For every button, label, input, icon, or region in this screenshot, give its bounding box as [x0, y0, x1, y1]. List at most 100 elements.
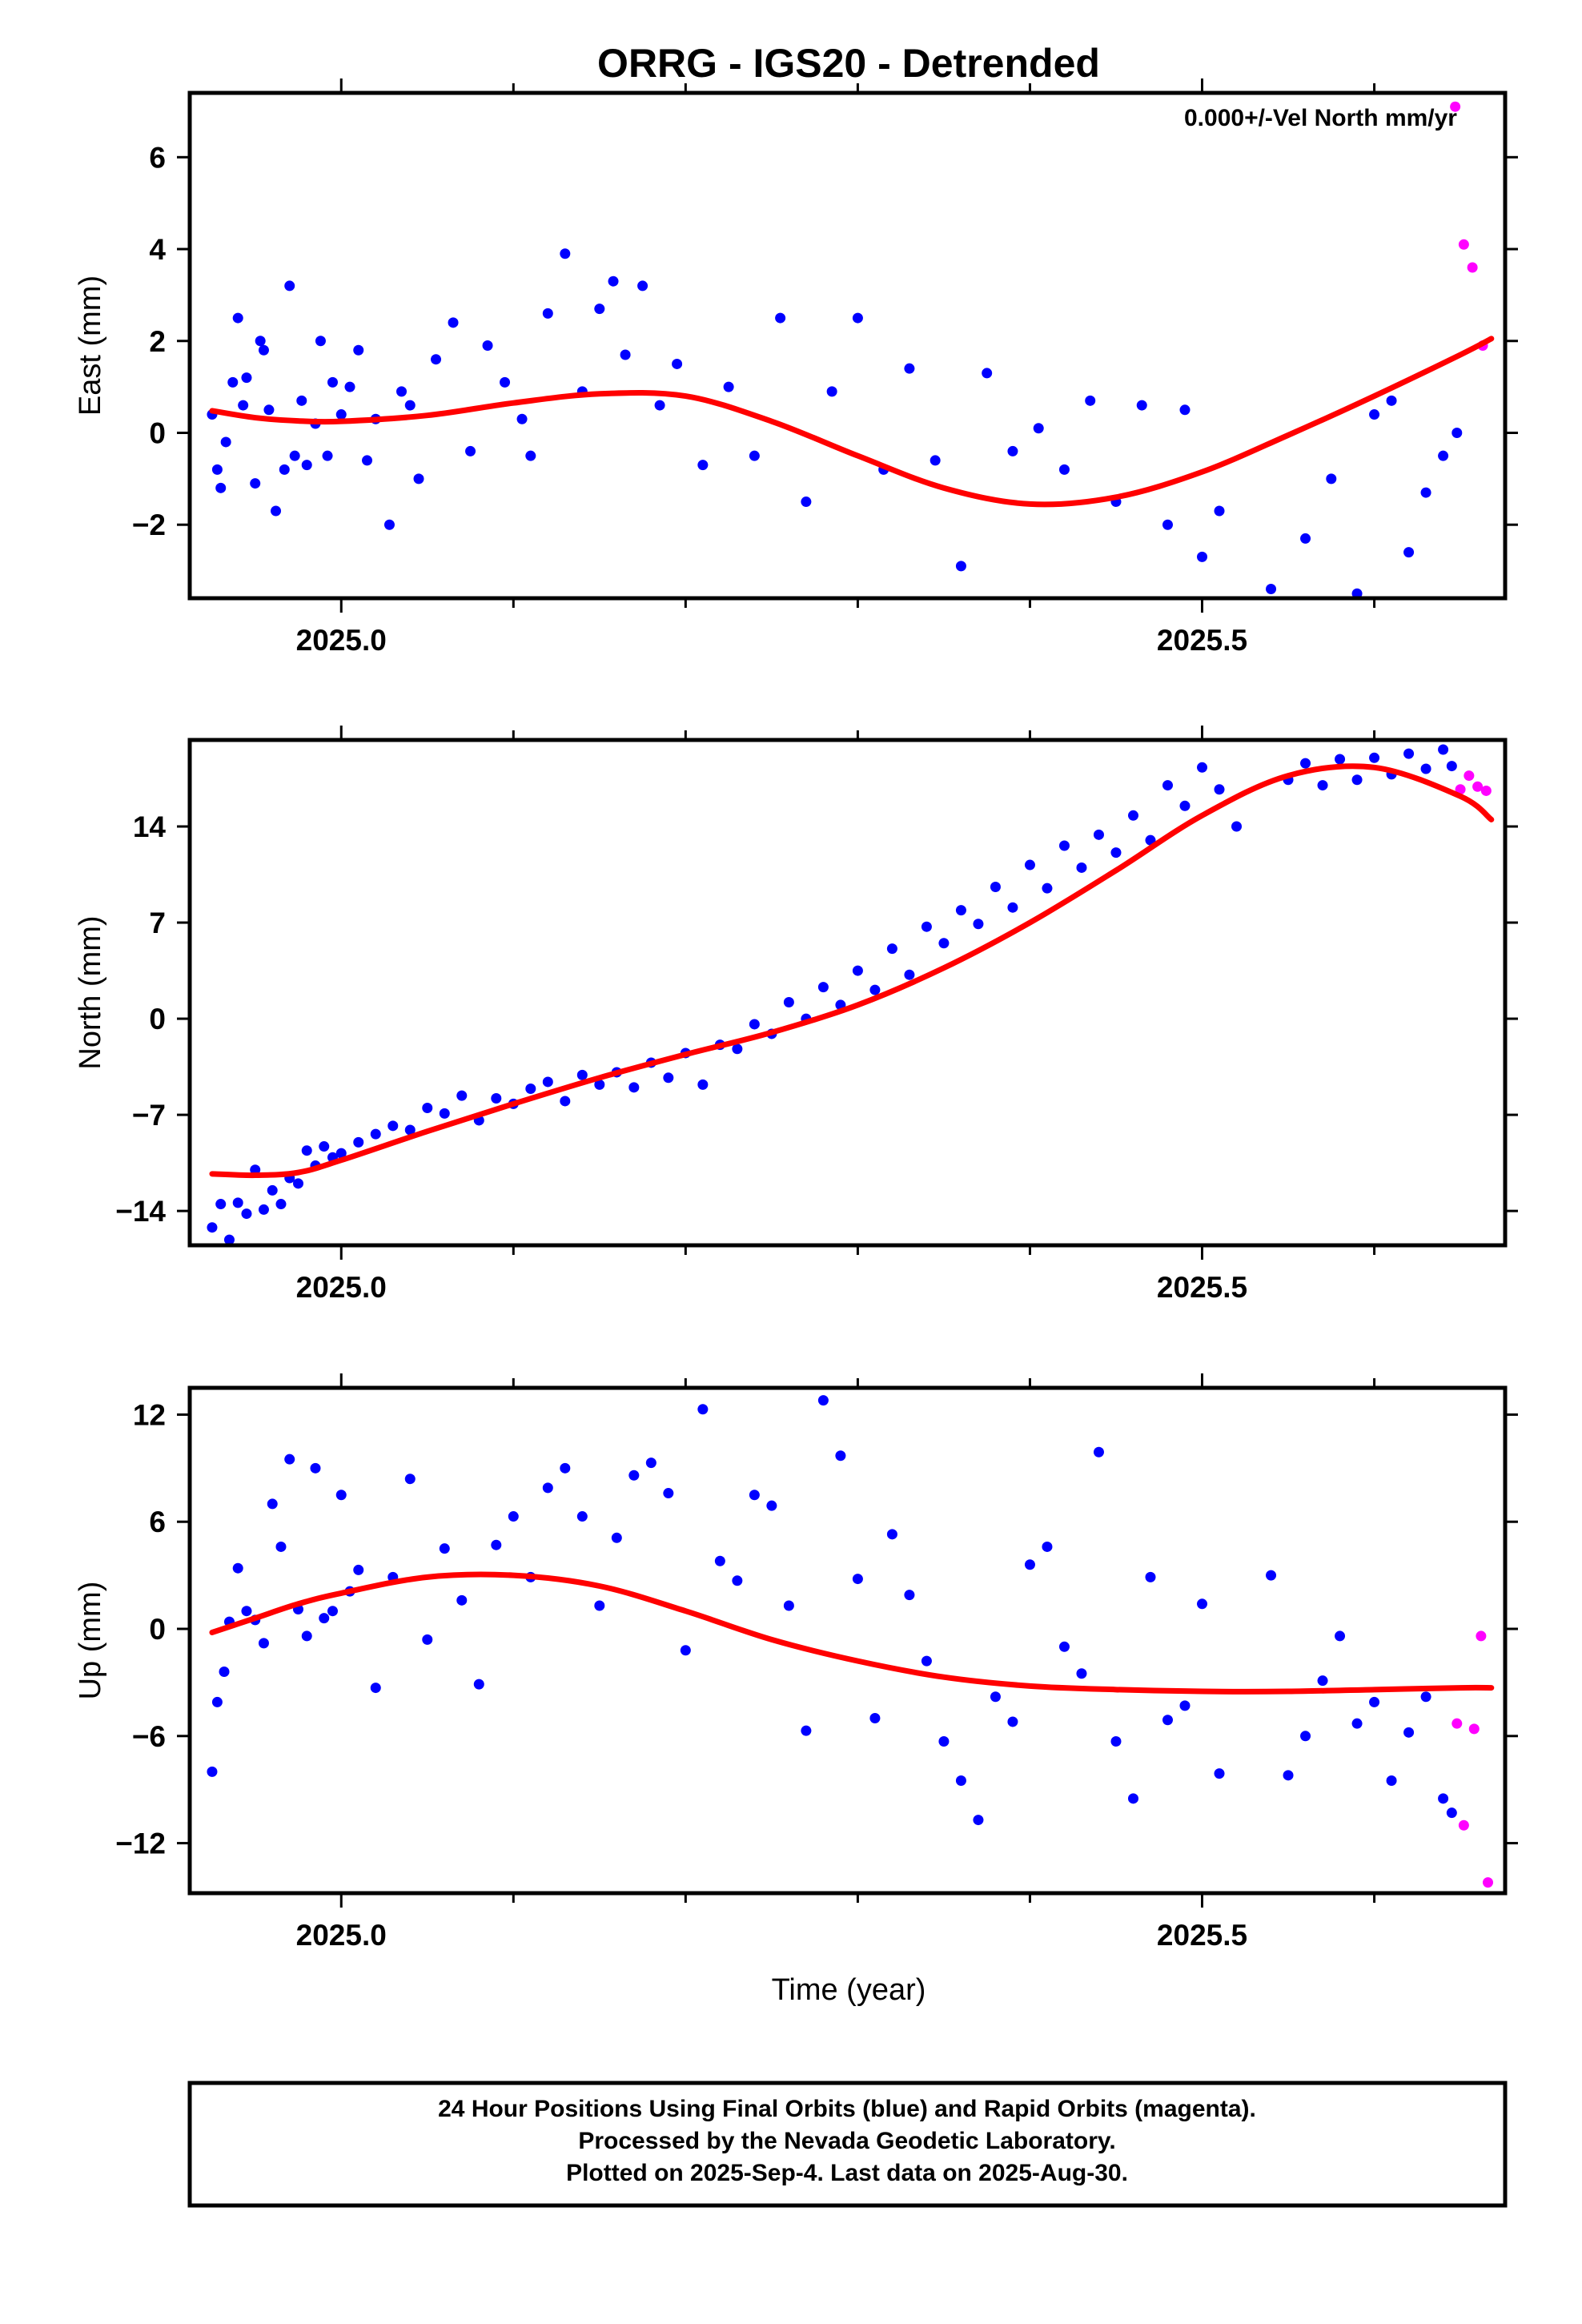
final-orbit-point [491, 1539, 502, 1550]
final-orbit-point [232, 1197, 243, 1208]
final-orbit-point [362, 455, 373, 466]
final-orbit-point [1317, 1675, 1328, 1687]
final-orbit-point [1351, 588, 1363, 598]
rapid-orbit-point [1450, 101, 1461, 112]
final-orbit-point [560, 248, 571, 259]
final-orbit-point [353, 344, 364, 356]
final-orbit-point [370, 1128, 381, 1140]
final-orbit-point [1369, 409, 1380, 420]
final-orbit-point [921, 1655, 932, 1667]
final-orbit-point [413, 473, 424, 485]
final-orbit-point [560, 1462, 571, 1474]
final-orbit-point [232, 312, 243, 324]
x-tick-label: 2025.5 [1157, 1919, 1247, 1952]
final-orbit-point [938, 938, 950, 949]
final-orbit-point [1438, 450, 1449, 461]
final-orbit-point [258, 1638, 269, 1649]
final-orbit-point [654, 400, 665, 411]
rapid-orbit-point [1482, 1877, 1493, 1888]
final-orbit-point [886, 943, 897, 955]
final-orbit-point [396, 386, 408, 397]
final-orbit-point [1058, 1641, 1070, 1652]
final-orbit-point [1283, 1770, 1294, 1781]
x-tick-label: 2025.0 [296, 624, 387, 657]
final-orbit-point [697, 1404, 709, 1415]
footer-line-1: 24 Hour Positions Using Final Orbits (bl… [438, 2096, 1256, 2122]
final-orbit-point [801, 497, 812, 508]
final-orbit-point [335, 1148, 347, 1159]
final-orbit-point [439, 1543, 450, 1554]
final-orbit-point [1145, 834, 1156, 846]
final-orbit-point [275, 1199, 287, 1210]
final-orbit-point [1007, 445, 1018, 456]
x-axis-label: Time (year) [772, 1973, 926, 2007]
final-orbit-point [826, 386, 837, 397]
final-orbit-point [628, 1082, 640, 1093]
final-orbit-point [1403, 547, 1415, 558]
east-data [207, 101, 1495, 598]
final-orbit-point [223, 1234, 235, 1245]
final-orbit-point [783, 1600, 794, 1611]
final-orbit-point [525, 450, 536, 461]
final-orbit-point [1007, 902, 1018, 913]
y-tick-label: −12 [115, 1827, 166, 1860]
final-orbit-point [852, 965, 863, 976]
final-orbit-point [1420, 1691, 1431, 1703]
final-orbit-point [1076, 862, 1087, 873]
final-orbit-point [335, 409, 347, 420]
final-orbit-point [697, 460, 709, 471]
final-orbit-point [1024, 1559, 1035, 1570]
final-orbit-point [1058, 840, 1070, 851]
final-orbit-point [990, 881, 1001, 892]
final-orbit-point [1214, 1768, 1225, 1779]
final-orbit-point [241, 1208, 252, 1220]
final-orbit-point [431, 354, 442, 365]
plot-frame [187, 738, 1508, 1248]
final-orbit-point [749, 1019, 760, 1030]
y-tick-label: 0 [149, 416, 166, 449]
final-orbit-point [255, 336, 266, 347]
final-orbit-point [835, 1450, 846, 1462]
final-orbit-point [370, 1683, 381, 1694]
up-panel: 2025.0 2025.5 −12 −6 0 6 12 Up (mm) [74, 1373, 1518, 1952]
final-orbit-point [1438, 1793, 1449, 1804]
final-orbit-point [319, 1141, 330, 1152]
final-orbit-point [500, 376, 511, 388]
final-orbit-point [211, 1696, 223, 1707]
final-orbit-point [267, 1184, 278, 1196]
final-orbit-point [456, 1090, 468, 1101]
final-orbit-point [973, 1815, 984, 1826]
x-tick-label: 2025.5 [1157, 1271, 1247, 1304]
final-orbit-point [938, 1735, 950, 1747]
y-tick-label: −6 [132, 1720, 166, 1753]
final-orbit-point [1093, 829, 1104, 840]
final-orbit-point [241, 372, 252, 384]
final-orbit-point [723, 381, 734, 392]
final-orbit-point [852, 1574, 863, 1585]
final-orbit-point [335, 1490, 347, 1501]
final-orbit-point [289, 450, 300, 461]
final-orbit-point [219, 1667, 230, 1678]
y-tick-label: −2 [132, 509, 166, 541]
final-orbit-point [1197, 1598, 1208, 1610]
final-orbit-point [1162, 780, 1173, 791]
final-orbit-point [645, 1458, 656, 1469]
final-orbit-point [982, 368, 993, 379]
y-tick-label: 4 [149, 233, 166, 266]
final-orbit-point [783, 997, 794, 1008]
final-orbit-point [322, 450, 333, 461]
final-orbit-point [1197, 551, 1208, 562]
final-orbit-point [594, 1600, 605, 1611]
final-orbit-point [817, 982, 829, 993]
final-orbit-point [1438, 744, 1449, 755]
x-tick-label: 2025.0 [296, 1919, 387, 1952]
final-orbit-point [241, 1606, 252, 1617]
rapid-orbit-point [1468, 1723, 1480, 1735]
final-orbit-point [1446, 1807, 1457, 1819]
final-orbit-point [1136, 400, 1147, 411]
y-tick-label: 0 [149, 1003, 166, 1035]
final-orbit-point [215, 1199, 227, 1210]
y-tick-label: 6 [149, 1506, 166, 1538]
final-orbit-point [904, 1590, 915, 1601]
